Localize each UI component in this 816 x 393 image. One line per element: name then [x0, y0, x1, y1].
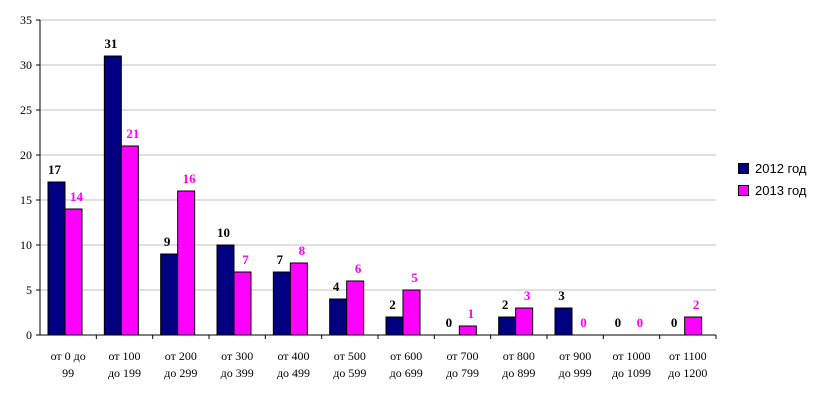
x-tick-label: до 199	[108, 366, 141, 380]
data-label-2013: 8	[299, 243, 306, 258]
x-tick-label: от 1000	[612, 349, 650, 363]
x-tick-label: от 100	[108, 349, 140, 363]
data-label-2013: 0	[580, 315, 587, 330]
x-tick-label: от 0 до	[51, 349, 86, 363]
y-tick-label: 20	[20, 148, 32, 162]
data-label-2013: 7	[242, 252, 249, 267]
x-tick-label: до 699	[390, 366, 423, 380]
legend-label-2013: 2013 год	[755, 182, 807, 198]
y-tick-label: 30	[20, 58, 32, 72]
data-label-2013: 21	[126, 126, 139, 141]
x-tick-label: от 400	[277, 349, 309, 363]
y-tick-label: 0	[26, 328, 32, 342]
bar-2013	[120, 145, 139, 336]
legend-item-2012: 2012 год	[738, 157, 807, 179]
bar-2013	[233, 271, 252, 336]
x-tick-label: до 1099	[612, 366, 651, 380]
x-tick-label: до 499	[277, 366, 310, 380]
data-label-2012: 0	[446, 315, 453, 330]
data-label-2012: 17	[48, 162, 62, 177]
data-label-2013: 16	[183, 171, 197, 186]
x-tick-label: до 399	[221, 366, 254, 380]
legend-swatch-2013	[738, 184, 749, 196]
x-tick-label: до 599	[333, 366, 366, 380]
x-tick-label: от 700	[446, 349, 478, 363]
bar-2013	[684, 316, 703, 336]
x-tick-label: до 899	[502, 366, 535, 380]
bar-2013	[515, 307, 534, 336]
y-tick-label: 15	[20, 193, 32, 207]
data-label-2012: 2	[502, 297, 509, 312]
data-label-2012: 10	[217, 225, 230, 240]
bar-2012	[103, 55, 122, 336]
data-label-2013: 3	[524, 288, 531, 303]
bar-2012	[554, 307, 573, 336]
bar-2013	[64, 208, 83, 336]
x-tick-label: до 799	[446, 366, 479, 380]
x-tick-label: от 500	[334, 349, 366, 363]
bar-2013	[177, 190, 196, 336]
legend-item-2013: 2013 год	[738, 179, 807, 201]
legend-label-2012: 2012 год	[755, 160, 807, 176]
y-tick-label: 25	[20, 103, 32, 117]
x-tick-label: до 299	[164, 366, 197, 380]
data-label-2012: 0	[615, 315, 622, 330]
bar-2012	[498, 316, 517, 336]
bar-2012	[329, 298, 348, 336]
legend-swatch-2012	[738, 162, 749, 174]
data-label-2012: 2	[389, 297, 396, 312]
x-tick-label: от 600	[390, 349, 422, 363]
bar-2012	[216, 244, 235, 336]
bar-2013	[289, 262, 308, 336]
y-tick-label: 35	[20, 13, 32, 27]
bar-2013	[402, 289, 421, 336]
legend: 2012 год 2013 год	[738, 157, 807, 201]
x-tick-label: от 200	[165, 349, 197, 363]
data-label-2013: 0	[637, 315, 644, 330]
data-label-2012: 7	[277, 252, 284, 267]
y-tick-label: 10	[20, 238, 32, 252]
x-tick-label: до 1200	[668, 366, 707, 380]
x-tick-label: от 900	[559, 349, 591, 363]
y-tick-label: 5	[26, 283, 32, 297]
data-label-2013: 14	[70, 189, 84, 204]
data-label-2012: 4	[333, 279, 340, 294]
data-label-2012: 3	[558, 288, 565, 303]
bar-2012	[272, 271, 291, 336]
x-tick-label: от 1100	[669, 349, 707, 363]
data-label-2013: 2	[693, 297, 700, 312]
data-label-2012: 0	[671, 315, 678, 330]
x-tick-label: до 999	[559, 366, 592, 380]
bar-2013	[346, 280, 365, 336]
data-label-2013: 5	[411, 270, 418, 285]
bar-2013	[458, 325, 477, 336]
data-label-2013: 6	[355, 261, 362, 276]
x-tick-label: от 300	[221, 349, 253, 363]
data-label-2012: 9	[164, 234, 171, 249]
data-label-2013: 1	[468, 306, 475, 321]
data-label-2012: 31	[104, 36, 117, 51]
x-tick-label: 99	[62, 366, 74, 380]
bar-2012	[385, 316, 404, 336]
bar-2012	[160, 253, 179, 336]
bar-2012	[47, 181, 66, 336]
x-tick-label: от 800	[503, 349, 535, 363]
